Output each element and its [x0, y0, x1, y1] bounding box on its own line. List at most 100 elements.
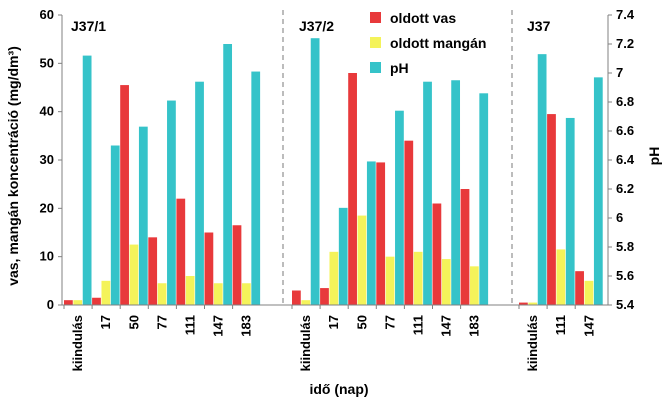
x-tick-label: 147 — [581, 315, 596, 337]
bar-oldott-vas — [460, 189, 470, 305]
bar-oldott-vas — [547, 114, 556, 305]
bar-oldott-vas — [120, 85, 129, 305]
y-axis-title-right: pH — [646, 147, 662, 166]
bar-oldott-mangan — [528, 302, 538, 305]
x-tick-label: 111 — [553, 315, 568, 335]
y-tick-label-right: 5.8 — [616, 239, 634, 254]
y-tick-label-left: 20 — [40, 200, 54, 215]
bar-oldott-mangan — [556, 249, 566, 305]
y-tick-label-left: 30 — [40, 152, 54, 167]
y-tick-label-right: 5.6 — [616, 268, 634, 283]
x-tick-label: 111 — [183, 315, 198, 335]
bar-oldott-mangan — [441, 259, 451, 305]
bar-ph — [537, 54, 547, 306]
bar-oldott-vas — [176, 198, 186, 305]
y-tick-label-right: 7.4 — [616, 7, 635, 22]
bar-oldott-mangan — [469, 266, 479, 305]
bar-ph — [479, 93, 489, 305]
bar-ph — [395, 110, 404, 305]
x-tick-label: kiindulás — [70, 315, 85, 371]
panel-label-2: J37/2 — [299, 18, 334, 34]
y-tick-label-right: 6.8 — [616, 94, 634, 109]
bar-oldott-mangan — [157, 283, 167, 305]
bar-oldott-vas — [64, 300, 73, 305]
y-tick-label-right: 6 — [616, 210, 623, 225]
panel-label-1: J37/1 — [71, 18, 106, 34]
legend-swatch-oldott-mangan — [370, 37, 381, 48]
y-tick-label-right: 5.4 — [616, 297, 635, 312]
panel-label-3: J37 — [527, 18, 551, 34]
y-tick-label-left: 10 — [40, 249, 54, 264]
bar-oldott-mangan — [385, 256, 395, 305]
bar-oldott-vas — [204, 232, 214, 305]
bar-oldott-vas — [92, 297, 101, 305]
legend-swatch-ph — [370, 62, 381, 73]
bar-oldott-mangan — [213, 283, 223, 305]
x-tick-label: 50 — [354, 315, 369, 329]
bar-ph — [82, 55, 92, 305]
bar-oldott-vas — [376, 162, 386, 305]
x-tick-label: 17 — [326, 315, 341, 329]
bar-ph — [195, 81, 204, 305]
legend-label-oldott-vas: oldott vas — [390, 10, 456, 26]
bar-oldott-vas — [519, 302, 528, 305]
bar-ph — [338, 207, 348, 305]
bar-ph — [593, 77, 603, 305]
bar-ph — [310, 38, 320, 305]
bar-oldott-vas — [148, 237, 158, 305]
bar-oldott-mangan — [241, 283, 251, 305]
y-tick-label-right: 6.2 — [616, 181, 634, 196]
x-tick-label: 111 — [410, 315, 425, 335]
y-tick-label-left: 60 — [40, 7, 54, 22]
legend-label-oldott-mangan: oldott mangán — [390, 35, 486, 51]
x-tick-label: 147 — [439, 315, 454, 337]
y-tick-label-left: 40 — [40, 104, 54, 119]
legend-swatch-oldott-vas — [370, 12, 381, 23]
bar-oldott-vas — [320, 288, 329, 305]
y-tick-label-right: 7 — [616, 65, 623, 80]
bar-oldott-vas — [432, 203, 442, 305]
y-tick-label-right: 6.4 — [616, 152, 635, 167]
bar-oldott-mangan — [301, 300, 311, 305]
y-tick-label-right: 7.2 — [616, 36, 634, 51]
y-axis-title-left: vas, mangán koncentráció (mg/dm³) — [5, 46, 21, 286]
y-tick-label-left: 0 — [47, 297, 54, 312]
bar-oldott-mangan — [129, 244, 139, 305]
bar-oldott-mangan — [329, 251, 339, 305]
bar-oldott-vas — [232, 225, 242, 305]
x-tick-label: 77 — [382, 315, 397, 329]
bar-ph — [110, 145, 120, 305]
x-tick-label: 147 — [211, 315, 226, 337]
bars — [64, 38, 603, 306]
bar-oldott-vas — [292, 290, 301, 305]
bar-ph — [451, 80, 461, 305]
bar-ph — [366, 161, 376, 305]
x-tick-label: 77 — [154, 315, 169, 329]
bar-oldott-mangan — [413, 251, 423, 305]
bar-oldott-vas — [348, 73, 357, 305]
bar-oldott-vas — [575, 271, 584, 305]
x-tick-label: 183 — [467, 315, 482, 337]
x-tick-label: 50 — [126, 315, 141, 329]
y-tick-label-right: 6.6 — [616, 123, 634, 138]
x-axis-title: idő (nap) — [309, 381, 368, 397]
bar-oldott-mangan — [584, 280, 594, 305]
bar-ph — [423, 81, 432, 305]
bar-oldott-mangan — [73, 300, 83, 305]
y-tick-label-left: 50 — [40, 55, 54, 70]
x-tick-label: 183 — [239, 315, 254, 337]
bar-oldott-mangan — [101, 280, 111, 305]
bar-ph — [167, 100, 176, 305]
bar-oldott-mangan — [185, 276, 195, 305]
x-tick-label: kiindulás — [525, 315, 540, 371]
bar-oldott-mangan — [357, 215, 367, 305]
axes: 0 10 20 30 40 50 60 5.4 5.6 5.8 6 6.2 6.4 6.6 6.8 7 7.2 7… — [40, 7, 635, 371]
bar-ph — [251, 71, 261, 305]
bar-oldott-vas — [404, 140, 414, 305]
legend-label-ph: pH — [390, 60, 409, 76]
bar-ph — [565, 117, 575, 305]
legend: oldott vas oldott mangán pH — [370, 10, 486, 76]
x-tick-label: 17 — [98, 315, 113, 329]
bar-ph — [138, 126, 148, 306]
